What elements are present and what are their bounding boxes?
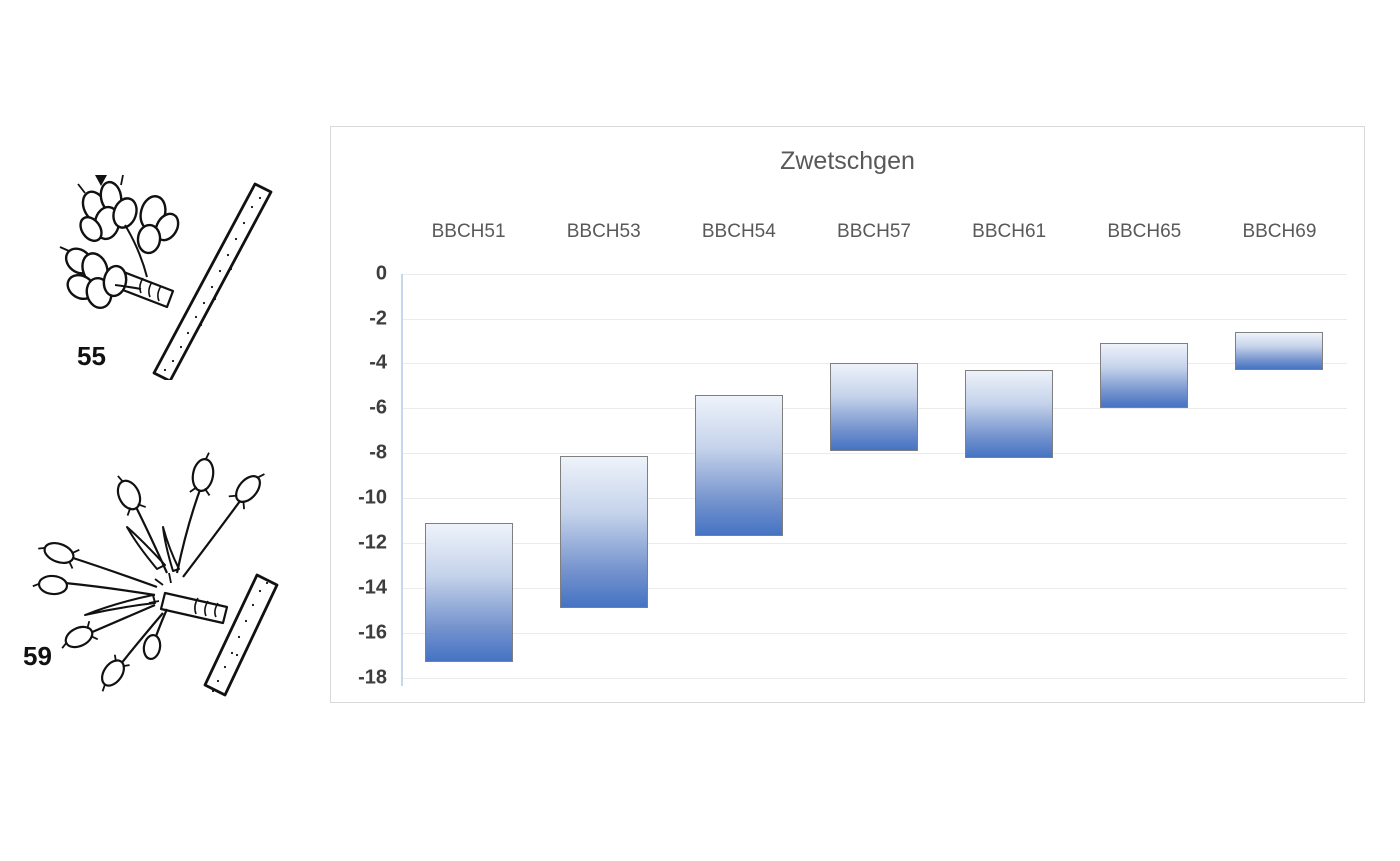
gridline: [401, 498, 1347, 500]
range-bar-bbch53: [559, 455, 648, 609]
bud-cluster-55-illustration: [59, 174, 273, 380]
x-category-label: BBCH53: [566, 221, 641, 242]
gridline: [401, 632, 1347, 634]
x-category-label: BBCH69: [1242, 221, 1317, 242]
y-tick-label: -4: [369, 351, 387, 374]
arrow-marker-icon: [95, 175, 107, 186]
y-tick-label: -10: [358, 486, 387, 509]
gridline: [401, 587, 1347, 589]
x-category-label: BBCH65: [1107, 221, 1182, 242]
chart-frame: Zwetschgen 0 -2 -4 -6 -8 -10 -12 -14 -16 -18 BBCH5…: [330, 126, 1365, 703]
y-tick-label: -16: [358, 621, 387, 644]
y-tick-label: -14: [358, 576, 387, 599]
gridline: [401, 318, 1347, 320]
chart-title: Zwetschgen: [780, 147, 915, 175]
range-bar-bbch54: [694, 394, 783, 537]
figure-55-label: 55: [77, 341, 106, 371]
gridline: [401, 543, 1347, 545]
figure-bbch55: 55: [55, 165, 285, 380]
range-bar-bbch65: [1100, 343, 1189, 409]
range-bar-bbch61: [965, 370, 1054, 458]
y-tick-label: 0: [375, 262, 387, 285]
x-category-label: BBCH57: [837, 221, 911, 242]
y-axis-line: [401, 273, 403, 686]
bud-cluster-59-illustration: [32, 452, 279, 697]
range-bar-bbch69: [1235, 332, 1324, 371]
y-tick-label: -12: [358, 531, 387, 554]
range-bar-bbch57: [830, 363, 918, 451]
gridline: [401, 273, 1347, 275]
range-bar-bbch51: [424, 522, 513, 662]
x-category-label: BBCH51: [431, 221, 506, 242]
gridline: [401, 453, 1347, 455]
gridline: [401, 677, 1347, 679]
figure-bbch59: 59: [15, 445, 310, 725]
y-tick-label: -2: [369, 307, 387, 330]
y-tick-label: -6: [369, 396, 387, 419]
y-tick-label: -8: [369, 441, 387, 464]
x-category-label: BBCH54: [701, 221, 776, 242]
y-tick-label: -18: [358, 666, 387, 689]
figure-59-label: 59: [23, 641, 52, 671]
x-category-label: BBCH61: [972, 221, 1047, 242]
